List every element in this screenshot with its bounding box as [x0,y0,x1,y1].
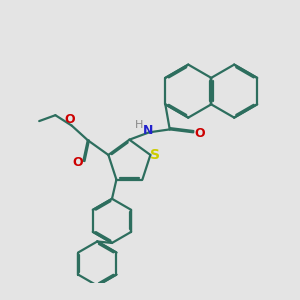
Text: O: O [65,113,75,126]
Text: N: N [142,124,153,137]
Text: S: S [150,148,160,162]
Text: H: H [135,120,143,130]
Text: O: O [72,156,83,169]
Text: O: O [194,127,205,140]
